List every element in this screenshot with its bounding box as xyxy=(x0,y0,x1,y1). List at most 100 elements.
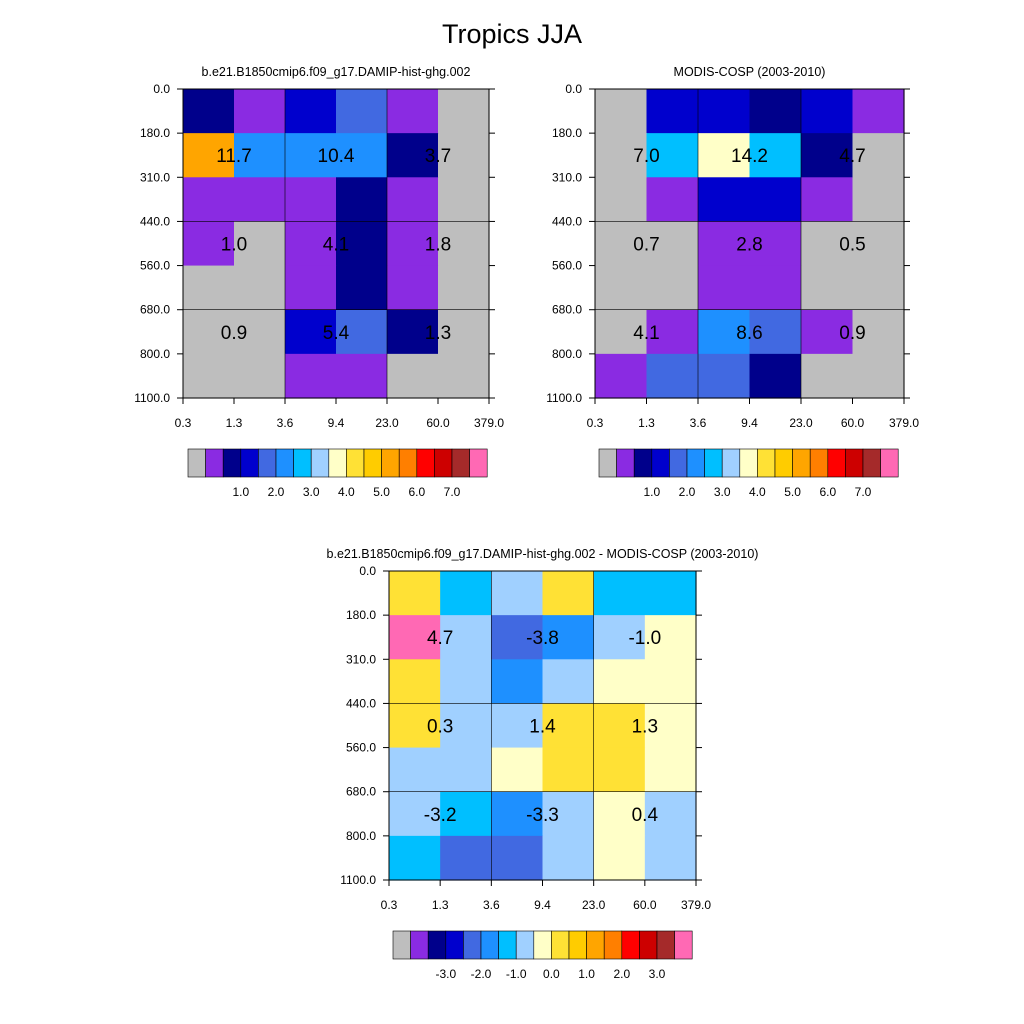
model-cell xyxy=(285,353,337,399)
colorbar-swatch xyxy=(757,448,776,478)
model-cell xyxy=(336,221,388,267)
colorbar-swatch xyxy=(551,930,570,960)
obs-cell xyxy=(801,177,854,223)
diff-cell xyxy=(593,659,646,705)
model-cell xyxy=(387,265,439,311)
obs-cell xyxy=(852,221,905,267)
colorbar-label: 5.0 xyxy=(373,485,390,499)
model-cell xyxy=(336,265,388,311)
diff-cell xyxy=(440,615,492,660)
colorbar-swatch xyxy=(880,448,899,478)
colorbar-swatch xyxy=(434,448,453,478)
diff-box-label: -3.3 xyxy=(526,805,559,826)
x-tick-label: 60.0 xyxy=(841,416,865,430)
colorbar-swatch xyxy=(258,448,277,478)
colorbar-swatch xyxy=(463,930,482,960)
diff-cell xyxy=(593,703,646,749)
diff-box-label: -3.2 xyxy=(424,805,457,826)
model-box-label: 10.4 xyxy=(318,146,355,167)
x-tick-label: 379.0 xyxy=(889,416,919,430)
diff-cell xyxy=(389,571,441,616)
obs-cell xyxy=(801,133,854,178)
colorbar-swatch xyxy=(410,930,429,960)
y-tick-label: 560.0 xyxy=(140,259,170,273)
obs-box-label: 8.6 xyxy=(736,323,762,344)
colorbar-swatch xyxy=(603,930,623,960)
model-box-label: 3.7 xyxy=(425,146,451,167)
colorbar-swatch xyxy=(346,448,365,478)
obs-box-label: 0.7 xyxy=(633,235,659,256)
colorbar-label: 0.0 xyxy=(543,967,560,981)
x-tick-label: 23.0 xyxy=(582,898,606,912)
model-cell xyxy=(336,309,388,355)
model-box-label: 0.9 xyxy=(221,323,247,344)
colorbar-swatch xyxy=(862,448,881,478)
diff-cell xyxy=(440,835,492,881)
diff-cell xyxy=(542,791,595,837)
model-box-label: 1.8 xyxy=(425,235,451,256)
x-tick-label: 9.4 xyxy=(328,416,345,430)
model-box-label: 4.1 xyxy=(323,235,349,256)
model-cell xyxy=(234,133,286,178)
model-cell xyxy=(438,353,490,399)
obs-box-label: 7.0 xyxy=(633,146,659,167)
obs-cell xyxy=(852,177,905,223)
model-cell xyxy=(438,133,490,178)
x-tick-label: 9.4 xyxy=(534,898,551,912)
obs-cell xyxy=(749,309,802,355)
obs-cell xyxy=(698,353,751,399)
colorbar-swatch xyxy=(598,448,617,478)
obs-cell xyxy=(646,309,699,355)
diff-cell xyxy=(593,791,646,837)
colorbar-swatch xyxy=(381,448,400,478)
diff-panel: b.e21.B1850cmip6.f09_g17.DAMIP-hist-ghg.… xyxy=(327,547,759,981)
obs-cell xyxy=(698,89,751,134)
colorbar-label: -3.0 xyxy=(435,967,456,981)
obs-cell xyxy=(801,309,854,355)
diff-cell xyxy=(644,571,697,616)
model-cell xyxy=(387,221,439,267)
diff-cell xyxy=(542,615,595,660)
colorbar-swatch xyxy=(498,930,517,960)
model-box-label: 1.0 xyxy=(221,235,247,256)
diff-cell xyxy=(491,703,544,749)
obs-cell xyxy=(646,353,699,399)
diff-cell xyxy=(491,571,544,616)
obs-box-label: 2.8 xyxy=(736,235,762,256)
colorbar-swatch xyxy=(427,930,447,960)
y-tick-label: 180.0 xyxy=(552,126,582,140)
diff-box-label: 1.4 xyxy=(529,717,556,738)
model-title: b.e21.B1850cmip6.f09_g17.DAMIP-hist-ghg.… xyxy=(202,65,471,79)
model-cell xyxy=(387,177,439,223)
model-cell xyxy=(438,221,490,267)
colorbar-swatch xyxy=(293,448,312,478)
x-tick-label: 23.0 xyxy=(375,416,399,430)
diff-cell xyxy=(491,659,544,705)
x-tick-label: 1.3 xyxy=(432,898,449,912)
model-cell xyxy=(183,265,235,311)
colorbar-label: 7.0 xyxy=(855,485,872,499)
diff-title: b.e21.B1850cmip6.f09_g17.DAMIP-hist-ghg.… xyxy=(327,547,759,561)
y-tick-label: 440.0 xyxy=(346,696,376,710)
colorbar-swatch xyxy=(533,930,552,960)
obs-cell xyxy=(749,353,802,399)
model-cell xyxy=(285,133,337,178)
obs-cell xyxy=(595,309,648,355)
diff-box-label: 0.4 xyxy=(632,805,659,826)
obs-panel: MODIS-COSP (2003-2010) 0.0 180.0 310.0 440.0… xyxy=(546,65,919,499)
obs-title: MODIS-COSP (2003-2010) xyxy=(674,65,826,79)
colorbar-swatch xyxy=(674,930,693,960)
diff-cell xyxy=(389,615,441,660)
colorbar-swatch xyxy=(669,448,688,478)
x-tick-label: 0.3 xyxy=(587,416,604,430)
colorbar-label: 4.0 xyxy=(749,485,766,499)
diff-cell xyxy=(389,791,441,837)
colorbar-swatch xyxy=(187,448,206,478)
model-box-label: 11.7 xyxy=(216,146,252,167)
obs-cell xyxy=(698,177,751,223)
diff-cell xyxy=(491,835,544,881)
y-tick-label: 310.0 xyxy=(552,170,582,184)
y-tick-label: 680.0 xyxy=(552,303,582,317)
model-cell xyxy=(183,177,235,223)
